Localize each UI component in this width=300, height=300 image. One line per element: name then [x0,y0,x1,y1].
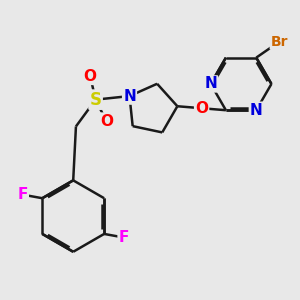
Text: S: S [90,91,102,109]
Text: F: F [118,230,129,245]
Text: O: O [100,114,113,129]
Text: N: N [123,88,136,104]
Text: N: N [204,76,217,92]
Text: Br: Br [271,34,288,49]
Text: F: F [17,187,28,202]
Text: N: N [250,103,262,118]
Text: O: O [84,69,97,84]
Text: O: O [195,101,208,116]
